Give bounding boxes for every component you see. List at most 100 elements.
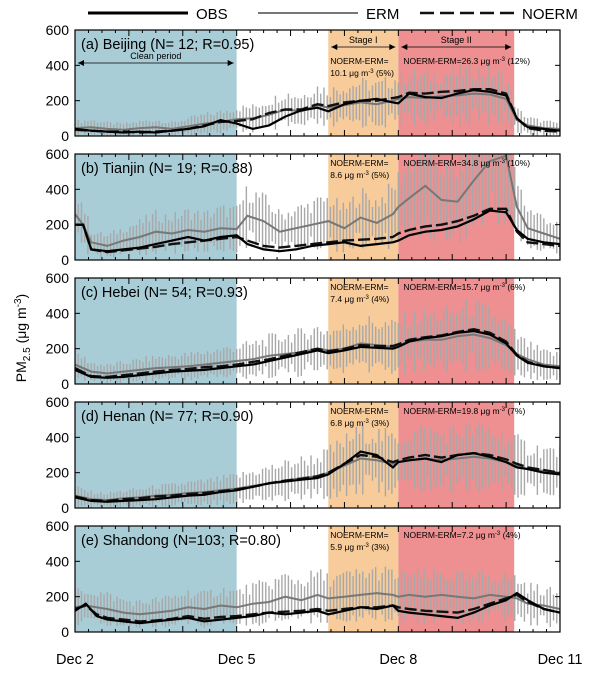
y-tick-label: 0 <box>61 252 69 268</box>
noerm-series-line <box>75 207 560 254</box>
legend-noerm-label: NOERM <box>522 6 578 23</box>
stage1-annotation-pct: (3%) <box>369 418 389 428</box>
stage1-arrow: Stage I <box>331 35 396 50</box>
x-tick-label: Dec 5 <box>218 652 256 668</box>
stage1-annotation-exp: -3 <box>364 171 370 177</box>
stage1-annotation-line1: NOERM-ERM= <box>330 406 388 416</box>
y-tick-label: 0 <box>61 128 69 144</box>
stage2-annotation-prefix: NOERM-ERM= <box>403 56 461 66</box>
stage1-annotation-line2: 5.9 μg m-3 (3%) <box>330 542 389 552</box>
y-axis-label-unit-exp: -3 <box>13 298 24 307</box>
stage2-annotation-value: 7.2 μg m <box>462 530 495 540</box>
stage2-annotation-exp: -3 <box>500 283 506 289</box>
panel-0: 0 200 400 600 (a) Beijing (N= 12; R=0.95) NOE… <box>46 22 561 144</box>
stage1-annotation-line1: NOERM-ERM= <box>330 282 388 292</box>
noerm-series-line <box>75 327 560 379</box>
stage2-annotation: NOERM-ERM=7.2 μg m-3 (4%) <box>403 530 520 540</box>
clean-period-label: Clean period <box>130 51 181 61</box>
y-tick-label: 200 <box>46 465 70 481</box>
panel-title: (d) Henan (N= 77; R=0.90) <box>81 409 253 425</box>
panels: 0 200 400 600 (a) Beijing (N= 12; R=0.95) NOE… <box>46 22 561 640</box>
y-tick-label: 200 <box>46 589 70 605</box>
panel-title: (b) Tianjin (N= 19; R=0.88) <box>81 161 253 177</box>
obs-series-line <box>75 209 560 253</box>
stage1-label: Stage I <box>349 35 378 45</box>
y-tick-label: 0 <box>61 624 69 640</box>
stage2-annotation-exp: -3 <box>500 57 506 63</box>
stage1-annotation-exp: -3 <box>368 69 374 75</box>
obs-series-line <box>75 591 560 625</box>
stage1-annotation-line2: 8.6 μg m-3 (5%) <box>330 170 389 180</box>
stage1-annotation-value: 7.4 μg m <box>330 294 363 304</box>
stage1-arrow-head-right <box>389 44 396 50</box>
y-axis-label-unit: (μg m <box>13 307 29 347</box>
series-lines <box>75 327 560 379</box>
stage2-arrow-head-left <box>401 44 408 50</box>
panel-3: 0 200 400 600 (d) Henan (N= 77; R=0.90) NOERM… <box>46 394 561 516</box>
stage2-annotation-value: 26.3 μg m <box>462 56 500 66</box>
obs-series-line <box>75 329 560 379</box>
stage1-annotation-pct: (5%) <box>369 170 389 180</box>
stage1-annotation-exp: -3 <box>364 419 370 425</box>
stage1-annotation-value: 8.6 μg m <box>330 170 363 180</box>
y-tick-label: 200 <box>46 341 70 357</box>
legend-erm-label: ERM <box>366 6 399 23</box>
y-tick-label: 400 <box>46 429 70 445</box>
stage2-annotation-pct: (12%) <box>505 56 530 66</box>
y-tick-label: 400 <box>46 553 70 569</box>
y-tick-label: 400 <box>46 181 70 197</box>
stage2-annotation-value: 34.8 μg m <box>462 158 500 168</box>
y-tick-label: 600 <box>46 22 70 38</box>
panel-title: (a) Beijing (N= 12; R=0.95) <box>81 37 254 53</box>
erm-series-line <box>75 154 560 247</box>
x-tick-label: Dec 2 <box>56 652 94 668</box>
erm-series-line <box>75 592 560 616</box>
stage1-annotation-line2: 10.1 μg m-3 (5%) <box>330 68 394 78</box>
stage1-annotation-line1: NOERM-ERM= <box>330 530 388 540</box>
noerm-series-line <box>75 451 560 503</box>
y-axis-label: PM2.5 (μg m-3) <box>13 294 33 382</box>
y-tick-label: 200 <box>46 217 70 233</box>
panel-title: (c) Hebei (N= 54; R=0.93) <box>81 285 248 301</box>
clean-period-shade <box>75 30 237 136</box>
x-tick-label: Dec 11 <box>538 652 583 668</box>
stage2-annotation-exp: -3 <box>495 531 501 537</box>
stage2-annotation: NOERM-ERM=19.8 μg m-3 (7%) <box>403 406 525 416</box>
stage2-annotation: NOERM-ERM=15.7 μg m-3 (6%) <box>403 282 525 292</box>
stage2-arrow: Stage II <box>401 35 512 50</box>
y-axis-label-main: PM <box>13 361 29 382</box>
stage2-annotation-prefix: NOERM-ERM= <box>403 158 461 168</box>
y-tick-label: 0 <box>61 376 69 392</box>
series-lines <box>75 154 560 254</box>
y-axis-label-close: ) <box>13 294 29 299</box>
obs-series-line <box>75 450 560 503</box>
stage2-annotation-prefix: NOERM-ERM= <box>403 530 461 540</box>
y-tick-label: 600 <box>46 146 70 162</box>
clean-arrow-head-left <box>78 60 84 66</box>
stage2-annotation: NOERM-ERM=26.3 μg m-3 (12%) <box>403 56 530 66</box>
stage2-annotation-pct: (10%) <box>505 158 530 168</box>
stage2-arrow-head-right <box>505 44 512 50</box>
stage2-annotation-prefix: NOERM-ERM= <box>403 406 461 416</box>
y-axis-label-sub: 2.5 <box>22 347 33 361</box>
obs-series-line <box>75 88 560 134</box>
stage1-annotation-pct: (3%) <box>369 542 389 552</box>
erm-series-line <box>75 92 560 131</box>
series-lines <box>75 591 560 625</box>
stage1-annotation-value: 10.1 μg m <box>330 68 368 78</box>
stage1-annotation-line2: 7.4 μg m-3 (4%) <box>330 294 389 304</box>
stage1-annotation-line1: NOERM-ERM= <box>330 158 388 168</box>
stage1-annotation-exp: -3 <box>364 295 370 301</box>
stage1-annotation-value: 5.9 μg m <box>330 542 363 552</box>
stage2-annotation-pct: (4%) <box>500 530 520 540</box>
stage2-annotation-exp: -3 <box>500 407 506 413</box>
legend: OBS ERM NOERM <box>88 6 578 23</box>
stage2-annotation-pct: (6%) <box>505 282 525 292</box>
stage1-annotation-exp: -3 <box>364 543 370 549</box>
panel-2: 0 200 400 600 (c) Hebei (N= 54; R=0.93) NOERM… <box>46 270 561 392</box>
stage1-annotation-value: 6.8 μg m <box>330 418 363 428</box>
stage1-arrow-head-left <box>331 44 338 50</box>
panel-1: 0 200 400 600 (b) Tianjin (N= 19; R=0.88) NOE… <box>46 146 561 268</box>
x-tick-label: Dec 8 <box>379 652 417 668</box>
